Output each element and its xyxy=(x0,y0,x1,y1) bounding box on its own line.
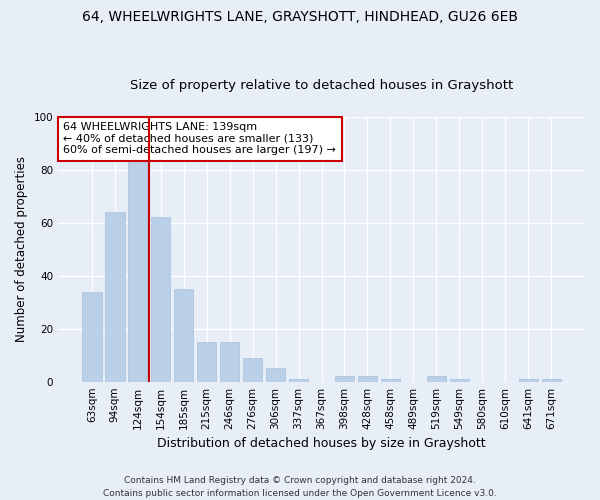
Bar xyxy=(449,379,469,382)
Bar xyxy=(289,379,308,382)
Bar xyxy=(243,358,262,382)
Bar xyxy=(220,342,239,382)
Bar xyxy=(128,156,148,382)
Bar xyxy=(542,379,561,382)
Bar xyxy=(151,218,170,382)
Text: 64 WHEELWRIGHTS LANE: 139sqm
← 40% of detached houses are smaller (133)
60% of s: 64 WHEELWRIGHTS LANE: 139sqm ← 40% of de… xyxy=(64,122,336,156)
Bar xyxy=(105,212,125,382)
Bar xyxy=(197,342,217,382)
Bar xyxy=(427,376,446,382)
Title: Size of property relative to detached houses in Grayshott: Size of property relative to detached ho… xyxy=(130,79,513,92)
Bar xyxy=(174,289,193,382)
Bar xyxy=(518,379,538,382)
Bar xyxy=(380,379,400,382)
Bar xyxy=(266,368,286,382)
Bar xyxy=(82,292,101,382)
Text: Contains HM Land Registry data © Crown copyright and database right 2024.
Contai: Contains HM Land Registry data © Crown c… xyxy=(103,476,497,498)
Y-axis label: Number of detached properties: Number of detached properties xyxy=(15,156,28,342)
Bar xyxy=(335,376,354,382)
Bar xyxy=(358,376,377,382)
X-axis label: Distribution of detached houses by size in Grayshott: Distribution of detached houses by size … xyxy=(157,437,486,450)
Text: 64, WHEELWRIGHTS LANE, GRAYSHOTT, HINDHEAD, GU26 6EB: 64, WHEELWRIGHTS LANE, GRAYSHOTT, HINDHE… xyxy=(82,10,518,24)
